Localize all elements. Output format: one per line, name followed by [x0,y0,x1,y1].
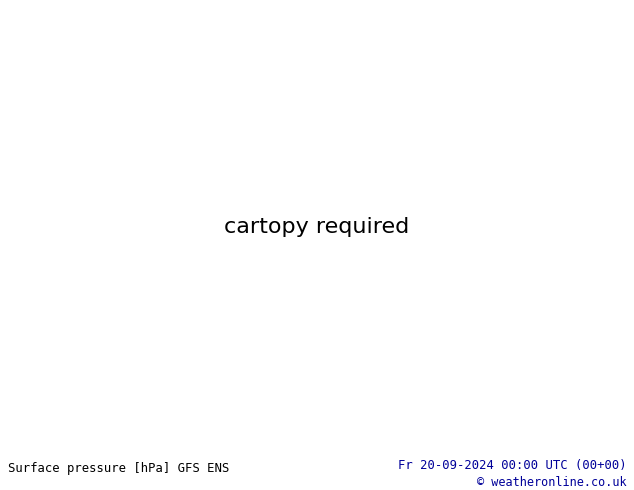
Text: cartopy required: cartopy required [224,217,410,237]
Text: Surface pressure [hPa] GFS ENS: Surface pressure [hPa] GFS ENS [8,463,229,475]
Text: © weatheronline.co.uk: © weatheronline.co.uk [477,475,626,489]
Text: Fr 20-09-2024 00:00 UTC (00+00): Fr 20-09-2024 00:00 UTC (00+00) [398,459,626,472]
